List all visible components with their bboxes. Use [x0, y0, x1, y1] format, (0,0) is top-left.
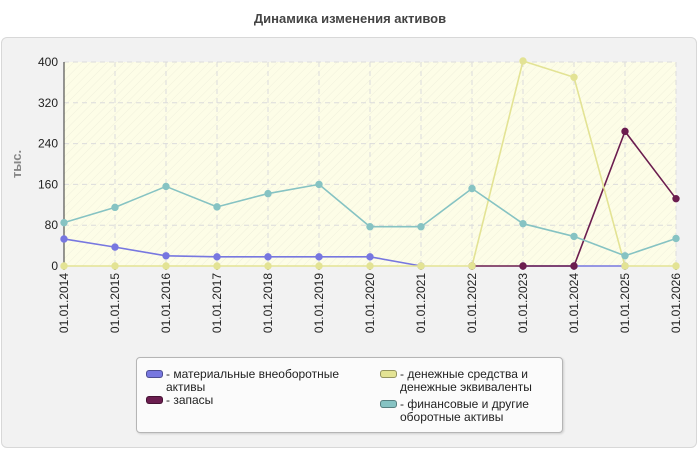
data-point-financial — [417, 223, 425, 231]
x-tick-label: 01.01.2022 — [465, 273, 479, 333]
data-point-financial — [162, 182, 170, 191]
data-point-stocks — [519, 262, 527, 270]
y-tick-label: 80 — [45, 218, 59, 232]
data-point-cash — [519, 57, 527, 65]
data-point-cash — [417, 262, 425, 270]
series-lines — [60, 57, 680, 270]
data-point-financial — [519, 219, 527, 228]
x-tick-label: 01.01.2024 — [567, 273, 581, 333]
data-point-financial — [60, 218, 68, 227]
data-point-financial — [213, 203, 221, 211]
data-point-stocks — [570, 262, 578, 270]
series-cash — [60, 57, 680, 270]
series-line-materials — [63, 238, 422, 267]
legend-label-financial: - финансовые и другие оборотные активы — [400, 397, 529, 424]
x-tick-label: 01.01.2020 — [363, 273, 377, 333]
x-tick-label: 01.01.2015 — [108, 273, 122, 333]
data-point-cash — [315, 262, 323, 270]
y-tick-label: 160 — [38, 177, 58, 191]
y-tick-label: 400 — [38, 55, 58, 69]
legend-label-materials: - материальные внеоборотные активы — [166, 367, 339, 394]
x-tick-label: 01.01.2021 — [414, 273, 428, 333]
data-point-cash — [672, 262, 680, 270]
data-point-cash — [60, 262, 68, 270]
data-point-financial — [366, 223, 374, 231]
legend-label-stocks: - запасы — [166, 393, 214, 407]
data-point-cash — [366, 262, 374, 270]
y-tick-label: 240 — [38, 137, 58, 151]
legend-swatch-stocks — [146, 396, 163, 404]
data-point-stocks — [672, 194, 680, 203]
data-point-cash — [468, 262, 476, 270]
legend-swatch-materials — [146, 370, 163, 378]
data-point-materials — [111, 243, 119, 251]
data-point-cash — [264, 262, 272, 270]
data-point-cash — [111, 262, 119, 270]
data-point-materials — [315, 253, 323, 261]
y-tick-label: 320 — [38, 96, 58, 110]
chart-title: Динамика изменения активов — [253, 11, 447, 26]
x-tick-label: 01.01.2025 — [618, 273, 632, 333]
data-point-financial — [621, 252, 629, 260]
data-point-financial — [315, 180, 323, 189]
data-point-materials — [60, 235, 68, 243]
y-axis-label: тыс. — [9, 150, 24, 178]
data-point-materials — [213, 253, 221, 261]
x-tick-label: 01.01.2019 — [312, 273, 326, 333]
data-point-materials — [264, 253, 272, 261]
data-point-cash — [213, 262, 221, 270]
series-financial — [60, 180, 680, 260]
data-point-cash — [162, 262, 170, 270]
data-point-financial — [264, 189, 272, 198]
y-tick-label: 0 — [51, 259, 58, 273]
data-point-cash — [621, 262, 629, 270]
x-tick-label: 01.01.2017 — [210, 273, 224, 333]
data-point-financial — [672, 234, 680, 243]
data-point-financial — [111, 203, 119, 212]
tick-labels: 0 80 160 240 320 400 01.01.2014 01.01.2015 01.01… — [38, 55, 683, 333]
x-tick-label: 01.01.2016 — [159, 273, 173, 333]
data-point-cash — [570, 73, 578, 82]
data-point-financial — [570, 232, 578, 241]
legend-label-cash: - денежные средства и денежные эквивален… — [400, 367, 532, 394]
legend-swatch-cash — [380, 370, 397, 378]
x-tick-label: 01.01.2026 — [669, 273, 683, 333]
chart-legend: - материальные внеоборотные активы - зап… — [136, 357, 563, 433]
data-point-materials — [162, 252, 170, 260]
x-tick-label: 01.01.2023 — [516, 273, 530, 333]
legend-swatch-financial — [380, 400, 397, 408]
x-tick-label: 01.01.2018 — [261, 273, 275, 333]
x-tick-label: 01.01.2014 — [57, 273, 71, 333]
data-point-stocks — [621, 127, 629, 136]
data-point-financial — [468, 184, 476, 193]
data-point-materials — [366, 253, 374, 261]
